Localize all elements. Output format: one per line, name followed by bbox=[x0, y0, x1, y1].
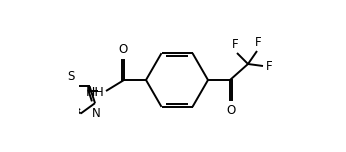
Text: N: N bbox=[92, 107, 100, 120]
Text: S: S bbox=[67, 70, 75, 83]
Text: O: O bbox=[226, 104, 236, 117]
Text: F: F bbox=[265, 59, 272, 73]
Text: NH: NH bbox=[86, 85, 104, 98]
Text: O: O bbox=[118, 43, 128, 56]
Text: F: F bbox=[232, 38, 239, 51]
Text: F: F bbox=[255, 36, 262, 49]
